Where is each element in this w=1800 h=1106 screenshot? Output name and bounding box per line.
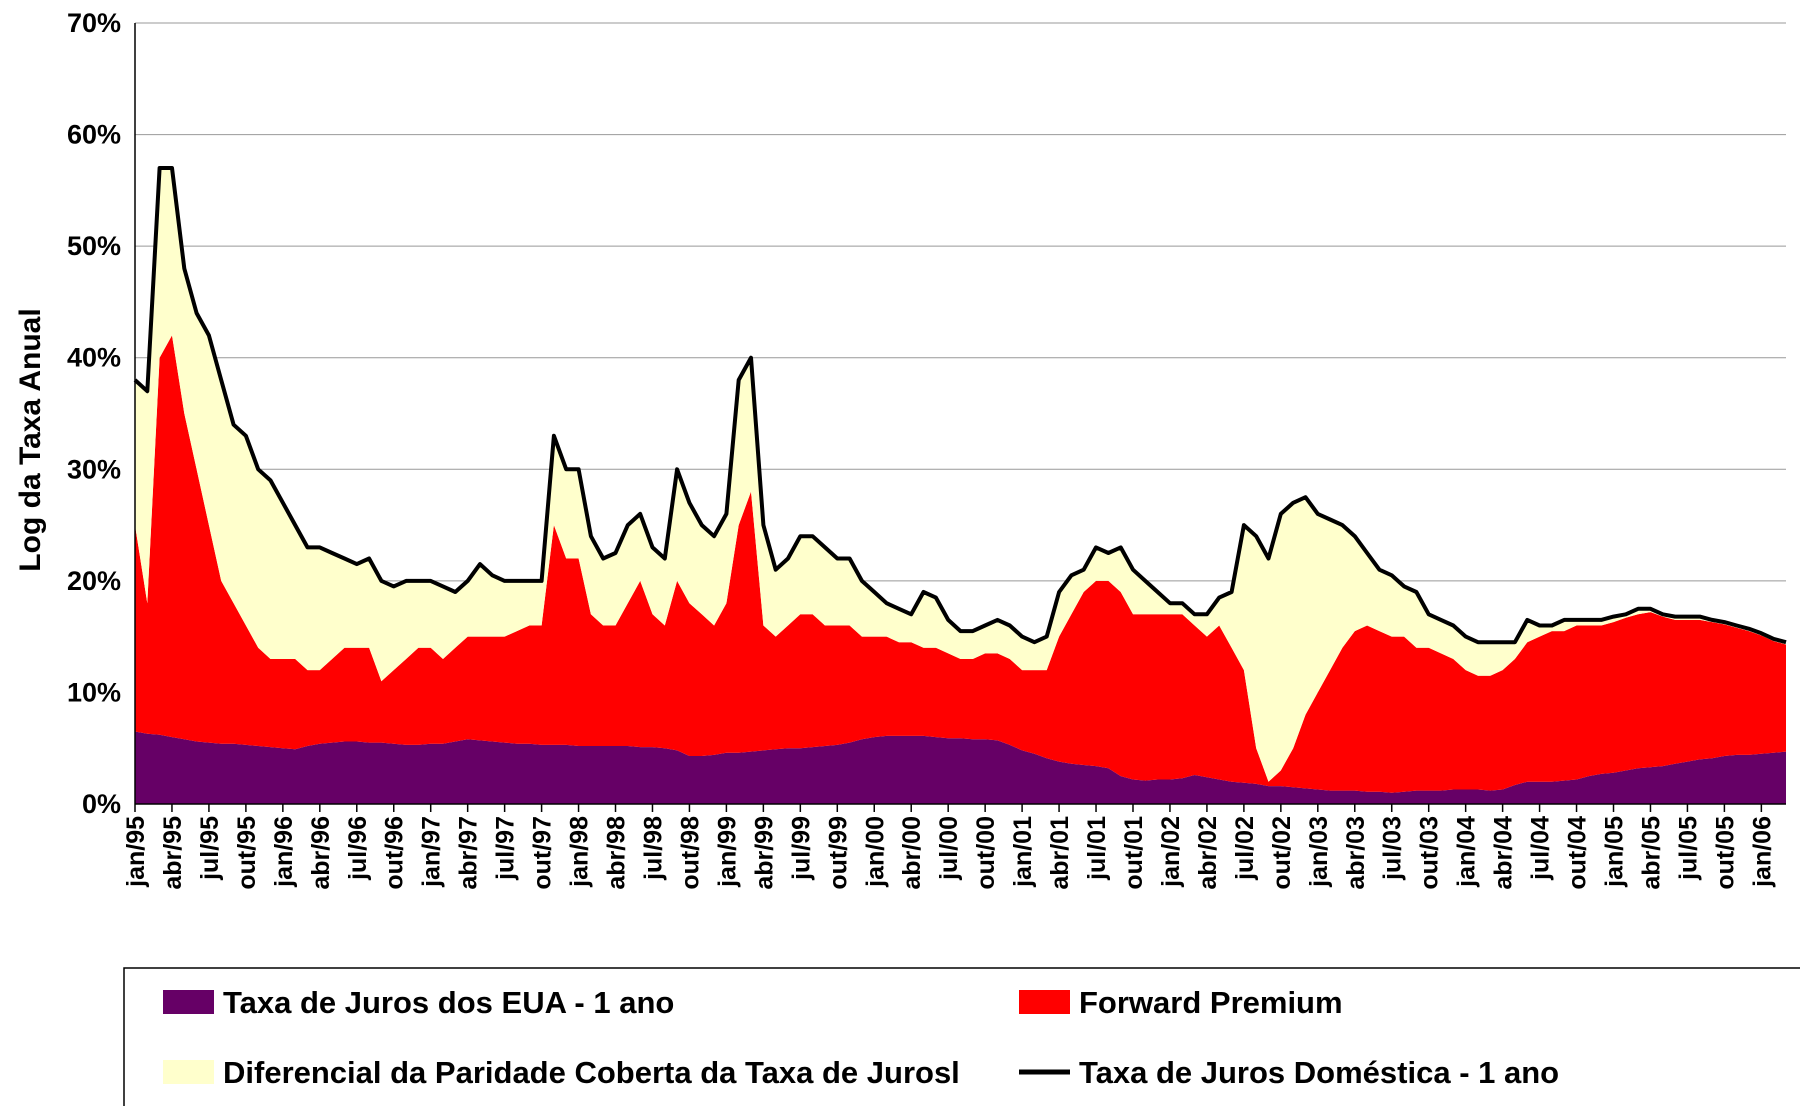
- x-tick-label: abr/05: [1637, 816, 1665, 890]
- x-tick-label: out/95: [233, 816, 261, 890]
- x-tick-label: out/99: [824, 816, 852, 890]
- x-tick-label: abr/02: [1194, 816, 1222, 890]
- x-tick-label: out/05: [1711, 816, 1739, 890]
- x-tick-label: jan/03: [1305, 816, 1333, 888]
- y-tick-label: 30%: [67, 454, 121, 484]
- x-tick-label: abr/96: [307, 816, 335, 890]
- y-axis-title: Log da Taxa Anual: [14, 308, 47, 571]
- x-tick-label: jan/00: [861, 816, 889, 888]
- x-tick-label: abr/04: [1490, 816, 1518, 890]
- x-tick-label: abr/01: [1046, 816, 1074, 890]
- x-tick-label: jul/00: [935, 816, 963, 881]
- x-tick-label: out/04: [1564, 816, 1592, 890]
- y-tick-label: 0%: [82, 789, 121, 819]
- x-tick-label: jan/05: [1601, 816, 1629, 888]
- x-tick-label: jul/99: [787, 816, 815, 881]
- x-tick-label: jan/98: [566, 816, 594, 888]
- x-tick-label: abr/03: [1342, 816, 1370, 890]
- x-tick-label: jul/03: [1379, 816, 1407, 881]
- x-tick-label: jan/96: [270, 816, 298, 888]
- x-tick-label: jul/98: [639, 816, 667, 881]
- x-tick-label: jan/04: [1453, 816, 1481, 888]
- y-tick-label: 40%: [67, 343, 121, 373]
- legend-swatch: [1019, 990, 1070, 1014]
- legend-label: Taxa de Juros Doméstica - 1 ano: [1079, 1055, 1559, 1090]
- y-tick-label: 20%: [67, 566, 121, 596]
- x-tick-label: jul/97: [492, 816, 520, 881]
- legend-swatch: [163, 1060, 214, 1084]
- x-tick-label: abr/95: [159, 816, 187, 890]
- legend-box: [123, 967, 1800, 1106]
- x-tick-label: out/96: [381, 816, 409, 890]
- x-tick-label: abr/99: [750, 816, 778, 890]
- x-tick-label: out/02: [1268, 816, 1296, 890]
- x-tick-label: jan/06: [1748, 816, 1776, 888]
- y-tick-label: 10%: [67, 677, 121, 707]
- x-tick-label: abr/00: [898, 816, 926, 890]
- x-tick-label: jan/01: [1009, 816, 1037, 888]
- x-tick-label: jul/95: [196, 816, 224, 881]
- x-tick-label: out/01: [1120, 816, 1148, 890]
- line: [133, 166, 1787, 645]
- x-tick-label: jul/05: [1674, 816, 1702, 881]
- x-tick-label: jul/96: [344, 816, 372, 881]
- x-tick-label: abr/98: [603, 816, 631, 890]
- x-tick-label: abr/97: [455, 816, 483, 890]
- legend-label: Diferencial da Paridade Coberta da Taxa …: [223, 1055, 960, 1090]
- legend-swatch: [163, 990, 214, 1014]
- area: [135, 731, 1786, 804]
- x-tick-label: jul/02: [1231, 816, 1259, 881]
- x-tick-label: jan/97: [418, 816, 446, 888]
- x-tick-label: out/97: [529, 816, 557, 890]
- y-tick-label: 50%: [67, 231, 121, 261]
- area: [135, 168, 1786, 782]
- x-tick-label: out/98: [676, 816, 704, 890]
- y-tick-label: 70%: [67, 8, 121, 38]
- legend-label: Taxa de Juros dos EUA - 1 ano: [223, 985, 674, 1020]
- x-tick-label: jan/95: [122, 816, 150, 888]
- legend-label: Forward Premium: [1079, 985, 1343, 1020]
- x-tick-label: jan/02: [1157, 816, 1185, 888]
- x-tick-label: jan/99: [713, 816, 741, 888]
- x-tick-label: out/00: [972, 816, 1000, 890]
- y-tick-label: 60%: [67, 120, 121, 150]
- x-tick-label: jul/01: [1083, 816, 1111, 881]
- area: [135, 335, 1786, 793]
- x-tick-label: out/03: [1416, 816, 1444, 890]
- x-tick-label: jul/04: [1527, 816, 1555, 881]
